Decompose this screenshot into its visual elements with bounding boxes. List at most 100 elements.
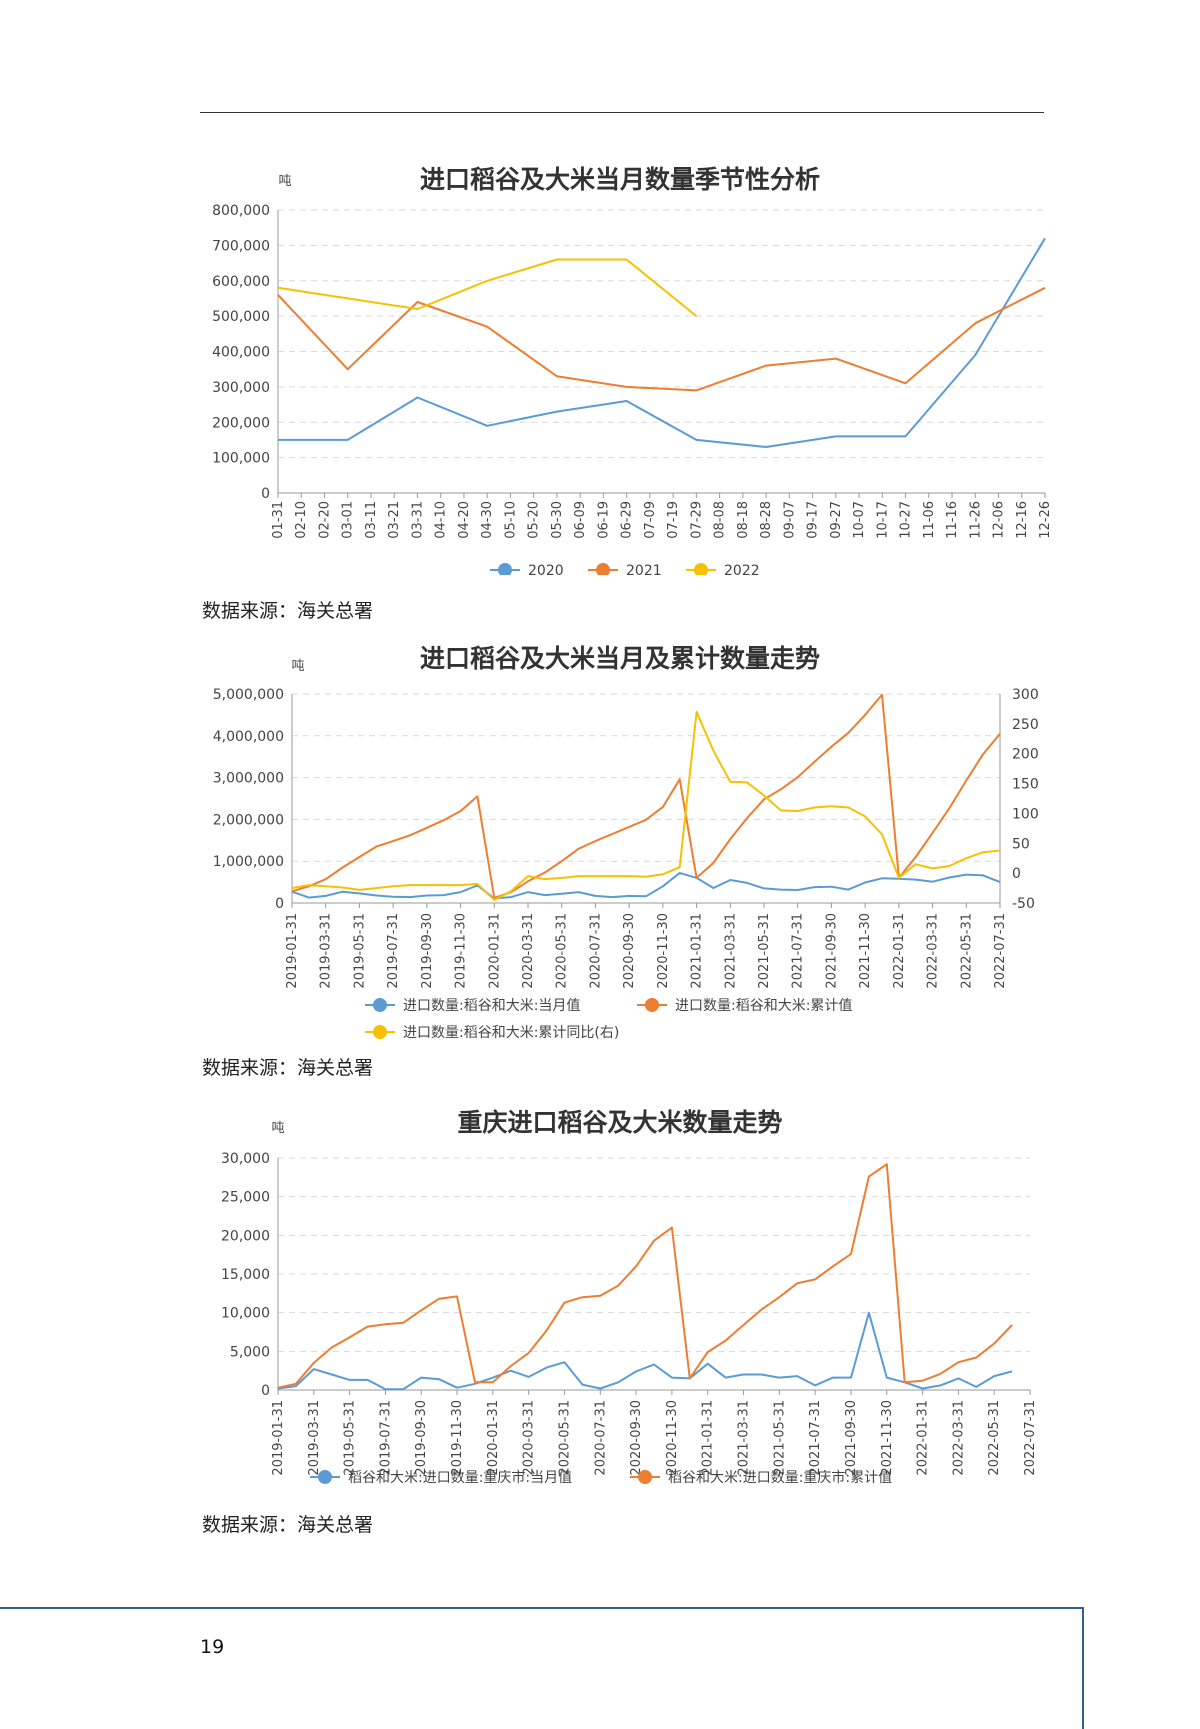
- y-tick-label: 1,000,000: [213, 854, 284, 870]
- x-tick-label: 03-31: [410, 501, 425, 539]
- x-tick-label: 2021-05-31: [757, 913, 772, 989]
- y-tick-label: 0: [261, 486, 270, 502]
- x-tick-label: 2020-05-31: [555, 913, 570, 989]
- y2-tick-label: 250: [1012, 717, 1039, 733]
- x-tick-label: 2022-01-31: [916, 1400, 931, 1476]
- x-tick-label: 2021-11-30: [858, 913, 873, 989]
- y2-tick-label: 50: [1012, 836, 1030, 852]
- series-line-2022: [277, 258, 698, 317]
- y2-tick-label: 300: [1012, 687, 1039, 703]
- footer-frame: [0, 1607, 1084, 1729]
- legend-label: 稻谷和大米:进口数量:重庆市:当月值: [348, 1469, 572, 1485]
- x-tick-label: 2019-11-30: [454, 913, 469, 989]
- y-tick-label: 400,000: [212, 345, 270, 361]
- x-tick-label: 2021-03-31: [737, 1400, 752, 1476]
- x-tick-label: 2019-11-30: [450, 1400, 465, 1476]
- x-tick-label: 2021-09-30: [844, 1400, 859, 1476]
- series-line-1: [291, 693, 1001, 899]
- x-tick-label: 07-29: [689, 501, 704, 539]
- x-tick-label: 11-26: [968, 501, 983, 539]
- x-tick-label: 04-10: [434, 501, 449, 539]
- chongqing-chart: 重庆进口稻谷及大米数量走势 吨30,000 25,000 20,000 15,000 10…: [221, 1108, 1038, 1485]
- y2-tick-label: 150: [1012, 777, 1039, 793]
- y-tick-label: 300,000: [212, 380, 270, 396]
- y-tick-label: 30,000: [221, 1151, 270, 1167]
- seasonal-chart: 进口稻谷及大米当月数量季节性分析 吨 800,000 700,000 600,000 50…: [212, 165, 1050, 575]
- legend-marker: [596, 563, 610, 575]
- x-tick-label: 2021-07-31: [791, 913, 806, 989]
- y2-tick-label: -50: [1012, 896, 1035, 912]
- x-tick-label: 2022-05-31: [959, 913, 974, 989]
- legend-label: 进口数量:稻谷和大米:当月值: [403, 998, 580, 1014]
- x-tick-label: 02-10: [294, 501, 309, 539]
- x-tick-label: 05-10: [503, 501, 518, 539]
- x-tick-label: 03-01: [341, 501, 356, 539]
- x-tick-label: 06-09: [573, 501, 588, 539]
- chart-title: 进口稻谷及大米当月数量季节性分析: [420, 165, 820, 194]
- x-tick-label: 10-17: [875, 501, 890, 539]
- legend-marker: [645, 998, 659, 1012]
- x-tick-label: 06-19: [596, 501, 611, 539]
- y-tick-label: 10,000: [221, 1306, 270, 1322]
- x-tick-label: 2020-07-31: [593, 1400, 608, 1476]
- x-tick-label: 01-31: [271, 501, 286, 539]
- x-tick-label: 2022-07-31: [993, 913, 1008, 989]
- legend-marker: [498, 563, 512, 575]
- x-tick-label: 2021-11-30: [880, 1400, 895, 1476]
- y-tick-label: 0: [275, 896, 284, 912]
- y-tick-label: 15,000: [221, 1267, 270, 1283]
- series-line-1: [277, 1163, 1013, 1389]
- unit-label: 吨: [278, 174, 291, 189]
- y-tick-label: 800,000: [212, 203, 270, 219]
- x-tick-label: 2019-09-30: [420, 913, 435, 989]
- source-note-3: 数据来源：海关总署: [202, 1514, 374, 1536]
- x-tick-label: 2021-03-31: [723, 913, 738, 989]
- x-tick-label: 12-16: [1015, 501, 1030, 539]
- x-tick-label: 07-19: [666, 501, 681, 539]
- legend-label: 2022: [724, 563, 760, 575]
- x-tick-label: 2019-03-31: [307, 1400, 322, 1476]
- y-tick-label: 3,000,000: [213, 771, 284, 787]
- x-tick-label: 07-09: [643, 501, 658, 539]
- x-tick-label: 2020-05-31: [557, 1400, 572, 1476]
- x-tick-label: 08-08: [713, 501, 728, 539]
- y-tick-label: 700,000: [212, 238, 270, 254]
- x-tick-label: 12-06: [992, 501, 1007, 539]
- x-tick-label: 03-11: [364, 501, 379, 539]
- x-tick-label: 2019-09-30: [414, 1400, 429, 1476]
- x-tick-label: 2019-03-31: [319, 913, 334, 989]
- x-tick-label: 2021-01-31: [690, 913, 705, 989]
- chart-title: 重庆进口稻谷及大米数量走势: [457, 1108, 782, 1137]
- x-tick-label: 2019-01-31: [271, 1400, 286, 1476]
- y2-tick-label: 100: [1012, 806, 1039, 822]
- source-note-2: 数据来源：海关总署: [202, 1057, 374, 1079]
- legend-marker: [373, 998, 387, 1012]
- x-tick-label: 10-27: [899, 501, 914, 539]
- x-tick-label: 12-26: [1038, 501, 1050, 539]
- unit-label: 吨: [271, 1121, 284, 1136]
- y-tick-label: 2,000,000: [213, 812, 284, 828]
- series-line-2021: [277, 286, 1046, 392]
- x-tick-label: 08-28: [759, 501, 774, 539]
- x-tick-label: 2019-07-31: [378, 1400, 393, 1476]
- x-tick-label: 05-30: [550, 501, 565, 539]
- legend-marker: [638, 1470, 652, 1484]
- x-tick-label: 2020-11-30: [665, 1400, 680, 1476]
- x-tick-label: 2021-09-30: [824, 913, 839, 989]
- series-line-0: [277, 1311, 1013, 1391]
- x-tick-label: 09-17: [806, 501, 821, 539]
- x-tick-label: 2022-03-31: [926, 913, 941, 989]
- x-tick-label: 2019-01-31: [285, 913, 300, 989]
- x-tick-label: 08-18: [736, 501, 751, 539]
- x-tick-label: 2019-05-31: [352, 913, 367, 989]
- header-rule: [200, 112, 1044, 113]
- legend-marker: [373, 1025, 387, 1039]
- x-tick-label: 2022-07-31: [1023, 1400, 1038, 1476]
- x-tick-label: 2022-05-31: [987, 1400, 1002, 1476]
- source-note-1: 数据来源：海关总署: [202, 600, 374, 622]
- x-tick-label: 2020-03-31: [521, 913, 536, 989]
- x-tick-label: 02-20: [317, 501, 332, 539]
- page-number: 19: [200, 1636, 225, 1658]
- y-tick-label: 5,000,000: [213, 687, 284, 703]
- series-line-2020: [278, 237, 1046, 448]
